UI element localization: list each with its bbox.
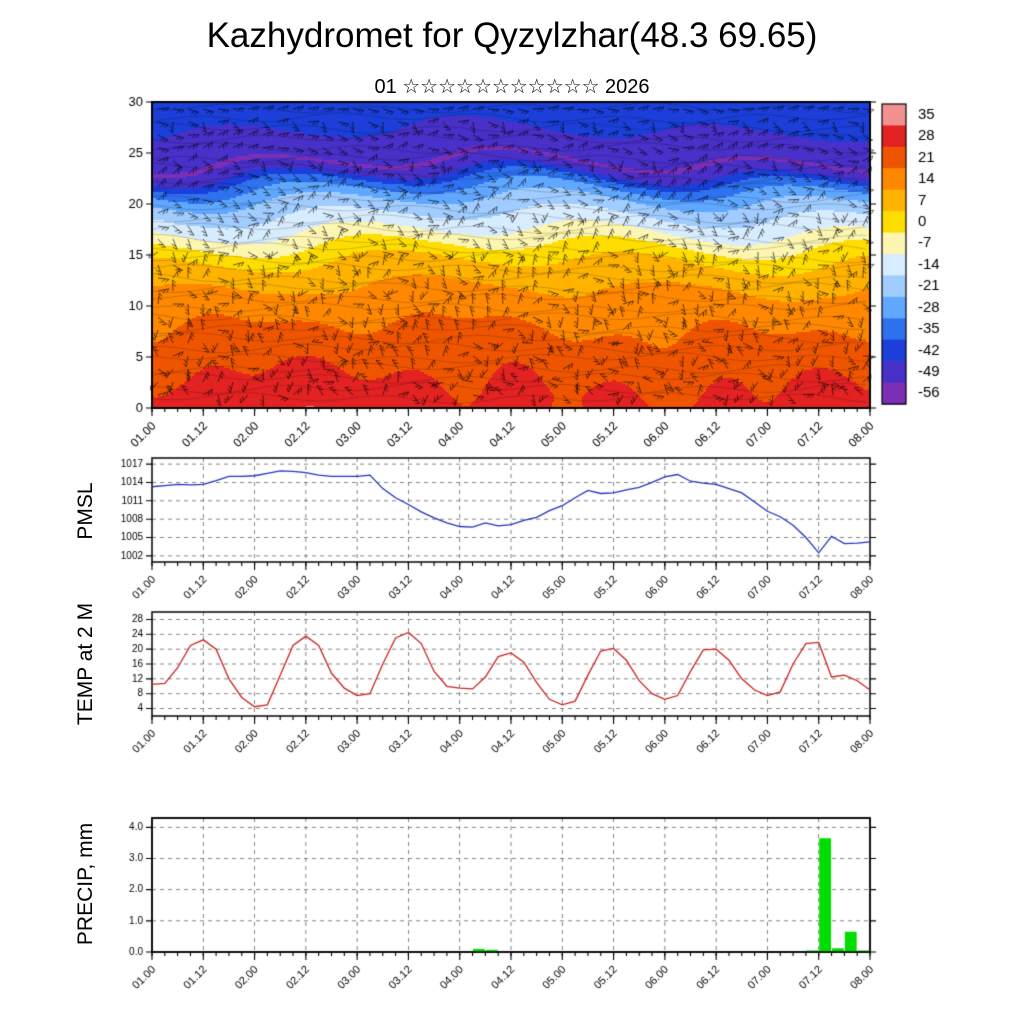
precip-axis-label: PRECIP, mm bbox=[74, 822, 97, 946]
temp2m-axis-label: TEMP at 2 M bbox=[74, 602, 97, 726]
precip-chart bbox=[100, 808, 890, 1008]
date-subtitle: 01 ☆☆☆☆☆☆☆☆☆☆☆ 2026 bbox=[374, 76, 650, 98]
pmsl-chart bbox=[100, 450, 890, 622]
pmsl-axis-label: PMSL bbox=[74, 482, 97, 540]
page-title: Kazhydromet for Qyzylzhar(48.3 69.65) bbox=[206, 16, 818, 55]
temperature-colorbar bbox=[872, 94, 1018, 424]
cross-section-chart bbox=[100, 94, 890, 474]
temp2m-chart bbox=[100, 602, 890, 774]
